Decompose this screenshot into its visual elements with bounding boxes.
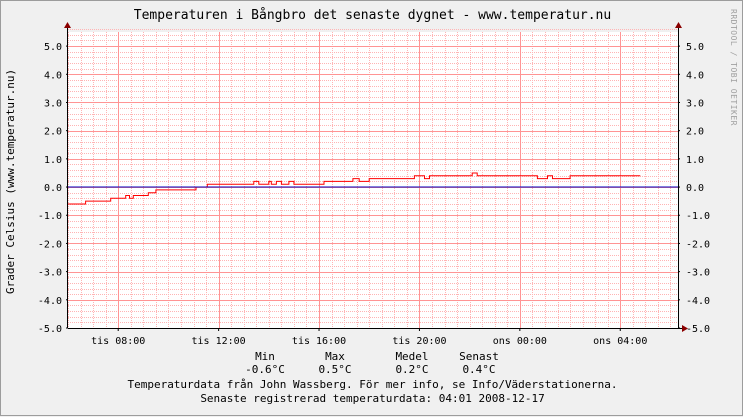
- minor-grid: [68, 29, 678, 328]
- stat-latest-value: 0.4°C: [462, 363, 496, 376]
- x-tick-label: tis 08:00: [91, 336, 145, 347]
- x-tick-label: tis 20:00: [392, 336, 446, 347]
- y-tick-label: 2.0: [44, 127, 62, 138]
- x-tick-label: ons 00:00: [493, 336, 547, 347]
- x-tick-label: tis 12:00: [192, 336, 246, 347]
- plot-background: [68, 32, 678, 328]
- x-axis-arrow: [682, 325, 688, 332]
- stat-latest: Senast 0.4°C: [447, 350, 511, 376]
- series-lines: [68, 172, 678, 205]
- footer-source: Temperaturdata från John Wassberg. För m…: [127, 378, 618, 391]
- y-tick-label-right: -2.0: [686, 239, 710, 250]
- y-tick-labels-left: 5.0 4.0 3.0 2.0 1.0 0.0 -1.0 -2.0 -3.0 -4.0 -5.0: [38, 42, 68, 335]
- footer-last-update: Senaste registrerad temperaturdata: 04:0…: [200, 392, 545, 405]
- y-tick-label: -3.0: [38, 268, 62, 279]
- y-tick-label: 1.0: [44, 155, 62, 166]
- stat-latest-head: Senast: [459, 350, 499, 363]
- stat-mean-value: 0.2°C: [395, 363, 429, 376]
- x-tick-label: ons 04:00: [593, 336, 647, 347]
- y-tick-label-right: 1.0: [686, 155, 704, 166]
- y-tick-label-right: -5.0: [686, 324, 710, 335]
- y-tick-label-right: -4.0: [686, 296, 710, 307]
- stat-max: Max 0.5°C: [303, 350, 367, 376]
- chart-title: Temperaturen i Bångbro det senaste dygne…: [133, 8, 612, 23]
- y-tick-label: -5.0: [38, 324, 62, 335]
- stat-max-head: Max: [325, 350, 345, 363]
- stat-min-value: -0.6°C: [245, 363, 285, 376]
- y-tick-label: -1.0: [38, 211, 62, 222]
- y-tick-label: 4.0: [44, 70, 62, 81]
- x-tick-labels: tis 08:00 tis 12:00 tis 16:00 tis 20:00 ons …: [91, 328, 647, 347]
- y-axis-arrow-left: [64, 22, 71, 28]
- stat-max-value: 0.5°C: [318, 363, 352, 376]
- y-tick-label-right: 2.0: [686, 127, 704, 138]
- y-tick-label-right: 4.0: [686, 70, 704, 81]
- y-tick-label-right: -3.0: [686, 268, 710, 279]
- stat-mean: Medel 0.2°C: [380, 350, 444, 376]
- y-axis-arrow-right: [675, 22, 682, 28]
- rrdtool-watermark: RRDTOOL / TOBI OETIKER: [729, 9, 738, 126]
- y-tick-label: 0.0: [44, 183, 62, 194]
- y-tick-label: -2.0: [38, 239, 62, 250]
- y-tick-label: -4.0: [38, 296, 62, 307]
- y-tick-label-right: 3.0: [686, 98, 704, 109]
- stat-min: Min -0.6°C: [233, 350, 297, 376]
- stat-mean-head: Medel: [395, 350, 429, 363]
- y-tick-label: 3.0: [44, 98, 62, 109]
- y-tick-label-right: 0.0: [686, 183, 704, 194]
- y-tick-label-right: -1.0: [686, 211, 710, 222]
- temperature-line: [68, 172, 641, 205]
- y-tick-label: 5.0: [44, 42, 62, 53]
- axes: [64, 22, 688, 332]
- y-tick-labels-right: 5.0 4.0 3.0 2.0 1.0 0.0 -1.0 -2.0 -3.0 -4.0 -5.0: [678, 42, 710, 335]
- stat-min-head: Min: [255, 350, 275, 363]
- x-tick-label: tis 16:00: [292, 336, 346, 347]
- y-tick-label-right: 5.0: [686, 42, 704, 53]
